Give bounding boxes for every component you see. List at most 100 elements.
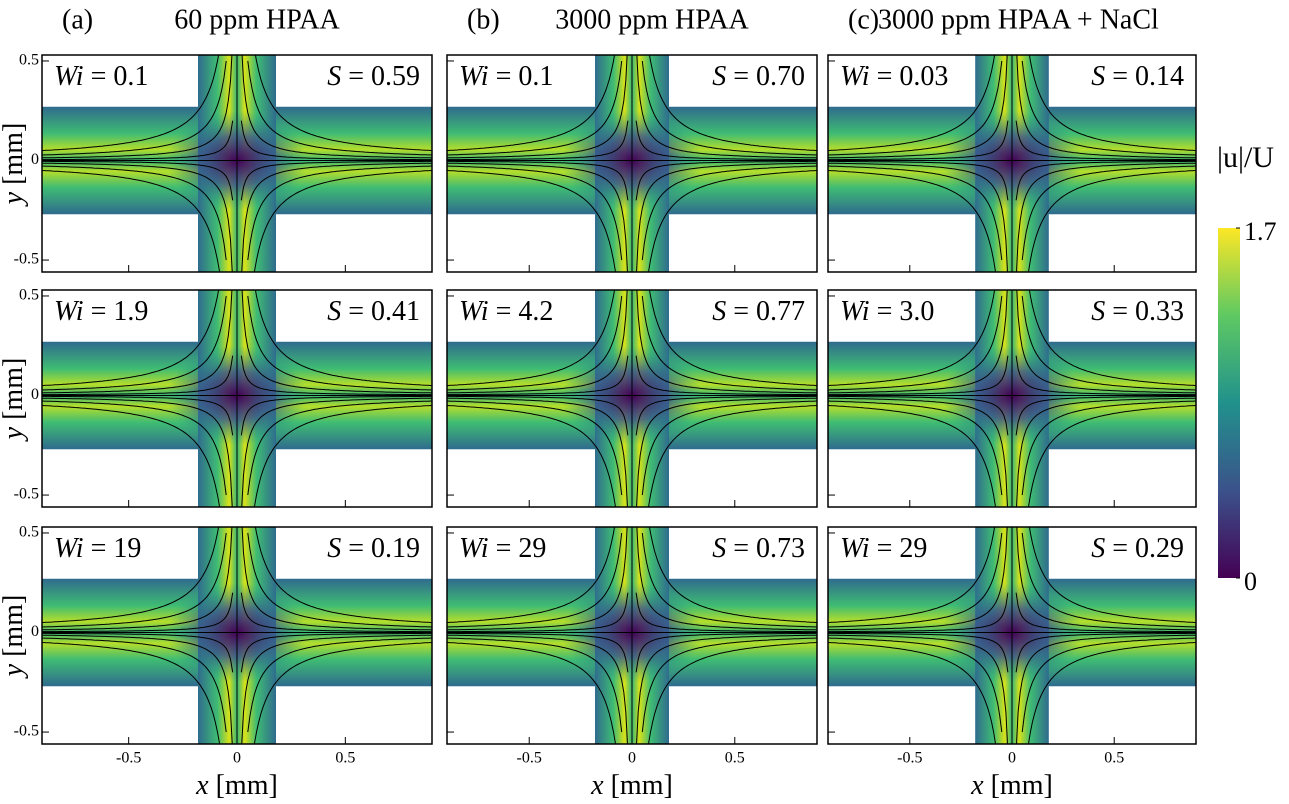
x-axis-unit: [mm] bbox=[216, 770, 278, 801]
streamline bbox=[647, 641, 817, 744]
wall bbox=[1048, 290, 1196, 342]
streamline bbox=[636, 55, 817, 159]
panel: Wi = 4.2 S = 0.77 bbox=[446, 289, 818, 508]
s-value: 0.33 bbox=[1135, 296, 1184, 327]
streamline bbox=[42, 55, 233, 159]
wi-value: 1.9 bbox=[113, 296, 148, 327]
wall bbox=[828, 527, 976, 579]
streamline bbox=[828, 527, 996, 624]
streamline bbox=[635, 592, 817, 633]
streamline bbox=[447, 162, 628, 272]
streamline bbox=[42, 532, 227, 628]
s-symbol: S bbox=[712, 533, 726, 564]
streamline bbox=[828, 634, 1008, 744]
panel: -0.5 0 0.5 Wi = 29 S = 0.29 bbox=[827, 526, 1197, 767]
panel-field bbox=[447, 290, 817, 507]
s-label: S = 0.14 bbox=[1091, 61, 1184, 92]
streamline bbox=[42, 641, 221, 744]
streamline bbox=[828, 637, 1003, 733]
y-axis-title: y [mm] bbox=[0, 595, 29, 680]
streamline bbox=[42, 632, 234, 673]
streamline bbox=[1016, 397, 1196, 507]
streamline bbox=[241, 397, 432, 507]
wall bbox=[447, 214, 595, 272]
x-axis-title: x [mm] bbox=[590, 770, 673, 801]
panel-field bbox=[447, 527, 817, 744]
streamline bbox=[447, 592, 629, 633]
s-symbol: S bbox=[1091, 296, 1105, 327]
wall bbox=[42, 449, 198, 507]
streamline bbox=[828, 532, 1003, 628]
streamline bbox=[828, 290, 1008, 394]
equals: = bbox=[733, 296, 749, 327]
streamline bbox=[647, 404, 817, 507]
streamline bbox=[828, 355, 1009, 396]
s-label: S = 0.77 bbox=[712, 296, 805, 327]
s-value: 0.77 bbox=[756, 296, 805, 327]
streamline bbox=[247, 295, 432, 391]
wi-value: 4.2 bbox=[518, 296, 553, 327]
x-tick-label: -0.5 bbox=[517, 750, 542, 767]
streamline bbox=[1015, 592, 1196, 633]
streamline bbox=[1021, 295, 1196, 391]
y-axis-title: y [mm] bbox=[0, 123, 29, 208]
wall bbox=[828, 290, 976, 342]
panel-field bbox=[828, 527, 1196, 744]
streamline bbox=[828, 400, 1003, 496]
streamline bbox=[828, 120, 1009, 161]
streamline bbox=[1021, 637, 1196, 733]
streamline bbox=[1027, 641, 1196, 744]
streamline bbox=[828, 527, 1008, 631]
s-symbol: S bbox=[712, 61, 726, 92]
colorbar-tick-label: 1.7 bbox=[1244, 217, 1277, 246]
wi-value: 3.0 bbox=[899, 296, 934, 327]
s-value: 0.70 bbox=[756, 61, 805, 92]
wi-symbol: Wi bbox=[459, 533, 489, 564]
streamline bbox=[828, 169, 997, 272]
wall bbox=[828, 449, 976, 507]
streamline bbox=[241, 55, 432, 159]
equals: = bbox=[733, 61, 749, 92]
streamline bbox=[1015, 355, 1196, 396]
y-axis-symbol: y bbox=[0, 663, 29, 679]
streamline bbox=[247, 532, 432, 628]
streamline bbox=[828, 395, 1009, 436]
y-tick-label: 0 bbox=[31, 151, 39, 168]
colorbar-tick-label: 0 bbox=[1244, 567, 1257, 596]
streamline bbox=[641, 165, 817, 261]
streamline bbox=[636, 290, 817, 394]
streamline bbox=[828, 290, 996, 387]
s-value: 0.29 bbox=[1135, 533, 1184, 564]
streamline bbox=[42, 165, 227, 261]
streamline bbox=[635, 632, 817, 673]
streamline bbox=[42, 527, 220, 624]
s-symbol: S bbox=[327, 533, 341, 564]
streamline bbox=[828, 60, 1003, 156]
streamline bbox=[447, 527, 616, 624]
wi-symbol: Wi bbox=[459, 61, 489, 92]
equals: = bbox=[733, 533, 749, 564]
streamline bbox=[635, 160, 817, 201]
streamline bbox=[447, 632, 629, 673]
wall bbox=[447, 527, 595, 579]
streamline bbox=[648, 55, 817, 152]
s-label: S = 0.70 bbox=[712, 61, 805, 92]
wall bbox=[276, 55, 432, 107]
s-value: 0.59 bbox=[371, 61, 420, 92]
s-value: 0.14 bbox=[1135, 61, 1184, 92]
wall bbox=[669, 449, 817, 507]
panel-field bbox=[828, 55, 1196, 272]
equals: = bbox=[877, 533, 893, 564]
streamline bbox=[42, 395, 234, 436]
streamline bbox=[42, 355, 234, 396]
equals: = bbox=[348, 533, 364, 564]
streamline bbox=[1016, 55, 1196, 159]
streamline bbox=[828, 165, 1003, 261]
wall bbox=[669, 214, 817, 272]
equals: = bbox=[877, 61, 893, 92]
x-axis-symbol: x bbox=[970, 770, 984, 801]
streamline bbox=[240, 632, 432, 673]
streamline bbox=[240, 395, 432, 436]
wi-value: 19 bbox=[113, 533, 141, 564]
streamline bbox=[1015, 120, 1196, 161]
